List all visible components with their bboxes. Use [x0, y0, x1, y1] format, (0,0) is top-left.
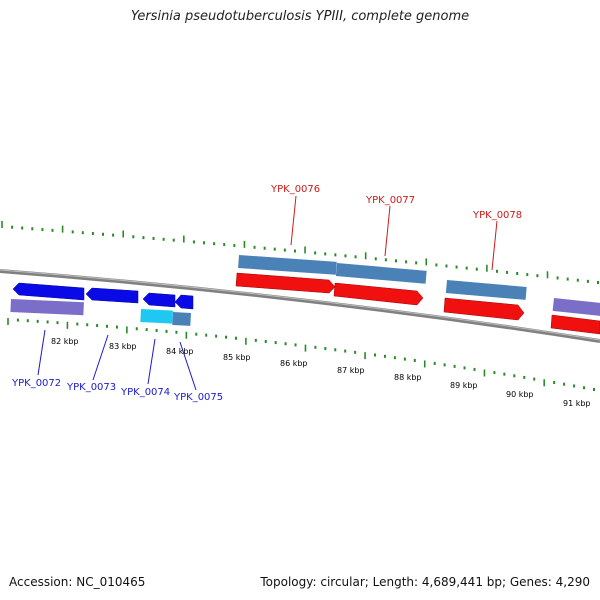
kbp-label: 83 kbp [109, 342, 137, 351]
gene-YPK_0072-arrow[interactable] [12, 282, 85, 301]
kbp-label: 90 kbp [506, 390, 534, 399]
cds-YPK_0078-arrow[interactable] [443, 297, 525, 321]
gene-label[interactable]: YPK_0076 [270, 184, 320, 195]
gene-label[interactable]: YPK_0075 [173, 392, 223, 403]
cds-YPK_0076-arrow[interactable] [235, 272, 336, 294]
kbp-label: 87 kbp [337, 366, 365, 375]
kbp-label: 86 kbp [280, 359, 308, 368]
kbp-label: 82 kbp [51, 337, 79, 346]
gene-label[interactable]: YPK_0077 [365, 195, 415, 206]
cds-edge-arrow[interactable] [550, 314, 600, 335]
accession-text: Accession: NC_010465 [9, 575, 146, 589]
map-title: Yersinia pseudotuberculosis YPIII, compl… [130, 9, 470, 24]
gene-YPK_0076-bar[interactable] [238, 255, 337, 275]
plus-label-leaders [290, 195, 498, 271]
gene-YPK_0073-arrow[interactable] [85, 287, 139, 304]
cds-edge-bar[interactable] [552, 298, 600, 317]
gene-label[interactable]: YPK_0072 [11, 378, 61, 389]
genome-backbone [0, 269, 600, 343]
cds-YPK_0072-bar[interactable] [10, 299, 84, 316]
plus-strand-genes [235, 255, 600, 335]
gene-label[interactable]: YPK_0073 [66, 382, 116, 393]
gene-YPK_0077-bar[interactable] [335, 263, 427, 284]
kbp-label: 88 kbp [394, 373, 422, 382]
cds-YPK_0075-bar[interactable] [172, 312, 191, 326]
cds-YPK_0077-arrow[interactable] [333, 282, 424, 306]
gene-YPK_0075-arrow[interactable] [174, 294, 194, 310]
kbp-label: 85 kbp [223, 353, 251, 362]
gene-label[interactable]: YPK_0074 [120, 387, 170, 398]
cds-YPK_0074-bar[interactable] [140, 308, 173, 324]
kbp-label: 84 kbp [166, 347, 194, 356]
minus-label-leaders [37, 329, 197, 391]
outer-tick-track [1, 221, 599, 284]
minus-strand-genes [10, 282, 600, 326]
kbp-label: 91 kbp [563, 399, 591, 408]
gene-YPK_0078-bar[interactable] [445, 280, 527, 300]
genome-summary-text: Topology: circular; Length: 4,689,441 bp… [260, 575, 590, 589]
gene-YPK_0074-arrow[interactable] [142, 292, 176, 308]
gene-label[interactable]: YPK_0078 [472, 210, 522, 221]
kbp-label: 89 kbp [450, 381, 478, 390]
inner-tick-track [7, 318, 595, 391]
